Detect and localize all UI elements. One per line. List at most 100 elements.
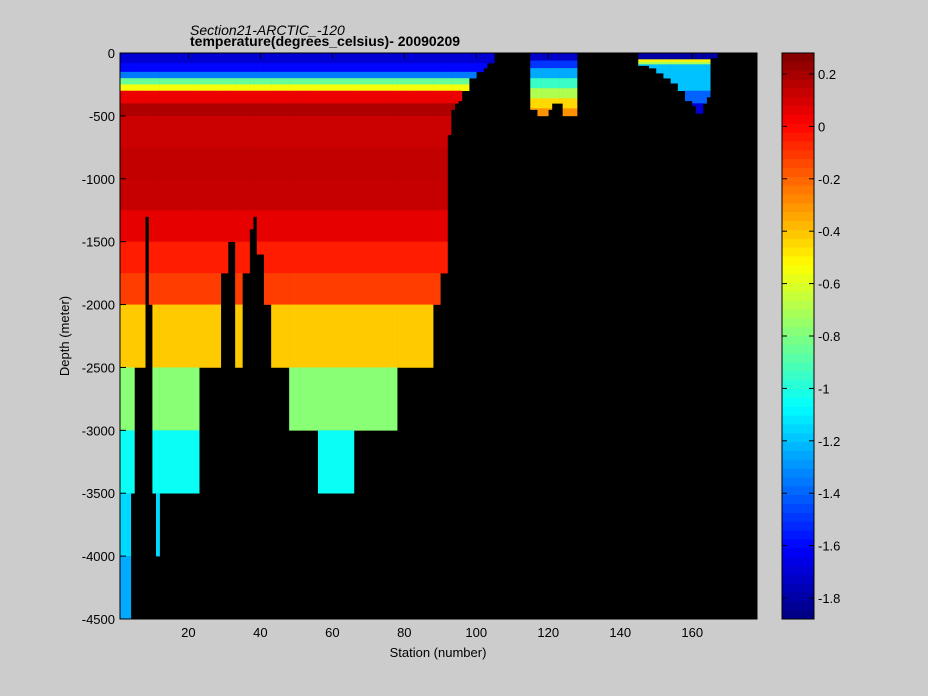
heatmap-cell [145,115,150,148]
heatmap-cell [638,53,650,60]
heatmap-cell [155,90,160,104]
heatmap-cell [130,241,135,274]
heatmap-cell [440,90,448,104]
heatmap-cell [249,210,254,230]
heatmap-cell [317,115,355,148]
colorbar-band [782,176,814,187]
heatmap-cell [317,71,355,79]
colorbar-band [782,565,814,576]
heatmap-cell [256,241,265,255]
heatmap-cell [242,241,250,274]
heatmap-cell [397,103,412,117]
colorbar-band [782,194,814,204]
heatmap-cell [152,53,157,64]
heatmap-cell [411,90,434,104]
colorbar-band [782,185,814,195]
heatmap-cell [220,147,229,180]
colorbar-tick-label: -0.4 [818,224,840,239]
heatmap-cell [242,115,250,148]
heatmap-cell [235,63,243,73]
heatmap-cell [541,98,549,109]
heatmap-cell [559,60,563,69]
heatmap-cell [559,68,563,79]
colorbar-band [782,167,814,178]
heatmap-cell [148,103,153,117]
heatmap-cell [317,84,355,92]
heatmap-cell [433,53,441,64]
heatmap-cell [703,59,707,63]
chart-subtitle: temperature(degrees_celsius)- 20090209 [190,33,460,49]
heatmap-cell [253,90,258,104]
heatmap-cell [256,78,265,85]
heatmap-cell [271,90,290,104]
heatmap-cell [353,71,398,79]
heatmap-cell [454,71,459,79]
heatmap-cell [469,53,477,64]
heatmap-cell [530,88,538,99]
heatmap-cell [253,84,258,92]
heatmap-cell [397,115,412,148]
heatmap-cell [130,430,135,494]
heatmap-cell [530,78,538,89]
colorbar-band [782,504,814,514]
heatmap-cell [440,210,448,242]
colorbar-tick-label: -0.6 [818,277,840,292]
heatmap-cell [454,84,459,92]
heatmap-cell [155,71,160,79]
heatmap-cell [130,71,135,79]
heatmap-cell [148,115,153,148]
heatmap-cell [670,64,679,84]
heatmap-cell [152,430,157,494]
heatmap-cell [537,98,542,109]
heatmap-cell [263,178,272,211]
heatmap-cell [130,115,135,148]
heatmap-cell [199,304,222,368]
heatmap-cell [530,98,538,109]
heatmap-cell [235,84,243,92]
heatmap-cell [152,147,157,180]
heatmap-cell [159,367,200,431]
heatmap-cell [152,241,157,274]
colorbar-band [782,203,814,213]
heatmap-cell [638,64,650,66]
heatmap-cell [159,273,200,305]
heatmap-cell [440,115,448,148]
heatmap-cell [559,98,563,104]
heatmap-cell [263,90,272,104]
heatmap-cell [440,147,448,180]
heatmap-cell [458,63,463,73]
heatmap-cell [433,71,441,79]
x-tick-label: 100 [465,625,487,640]
heatmap-cell [249,115,254,148]
heatmap-cell [242,210,250,242]
heatmap-cell [447,115,452,136]
heatmap-cell [159,178,200,211]
heatmap-cell [155,115,160,148]
heatmap-cell [397,90,412,104]
heatmap-cell [458,78,463,85]
heatmap-cell [317,78,355,85]
heatmap-cell [148,210,153,242]
heatmap-cell [541,88,549,99]
colorbar-tick-label: -1.6 [818,539,840,554]
heatmap-cell [692,59,697,63]
heatmap-cell [656,64,664,74]
heatmap-cell [130,53,135,64]
heatmap-cell [447,53,452,64]
heatmap-cell [411,103,434,117]
heatmap-cell [130,103,135,117]
colorbar-band [782,79,814,89]
heatmap-cell [548,108,553,110]
heatmap-cell [353,63,398,73]
colorbar-band [782,132,814,142]
colorbar-band [782,141,814,151]
heatmap-cell [148,78,153,85]
heatmap-cell [458,84,463,92]
heatmap-cell [235,147,243,180]
heatmap-cell [476,63,484,73]
heatmap-cell [692,90,697,104]
heatmap-cell [447,103,452,117]
heatmap-cell [411,273,434,305]
heatmap-cell [562,68,578,79]
heatmap-cell [148,90,153,104]
